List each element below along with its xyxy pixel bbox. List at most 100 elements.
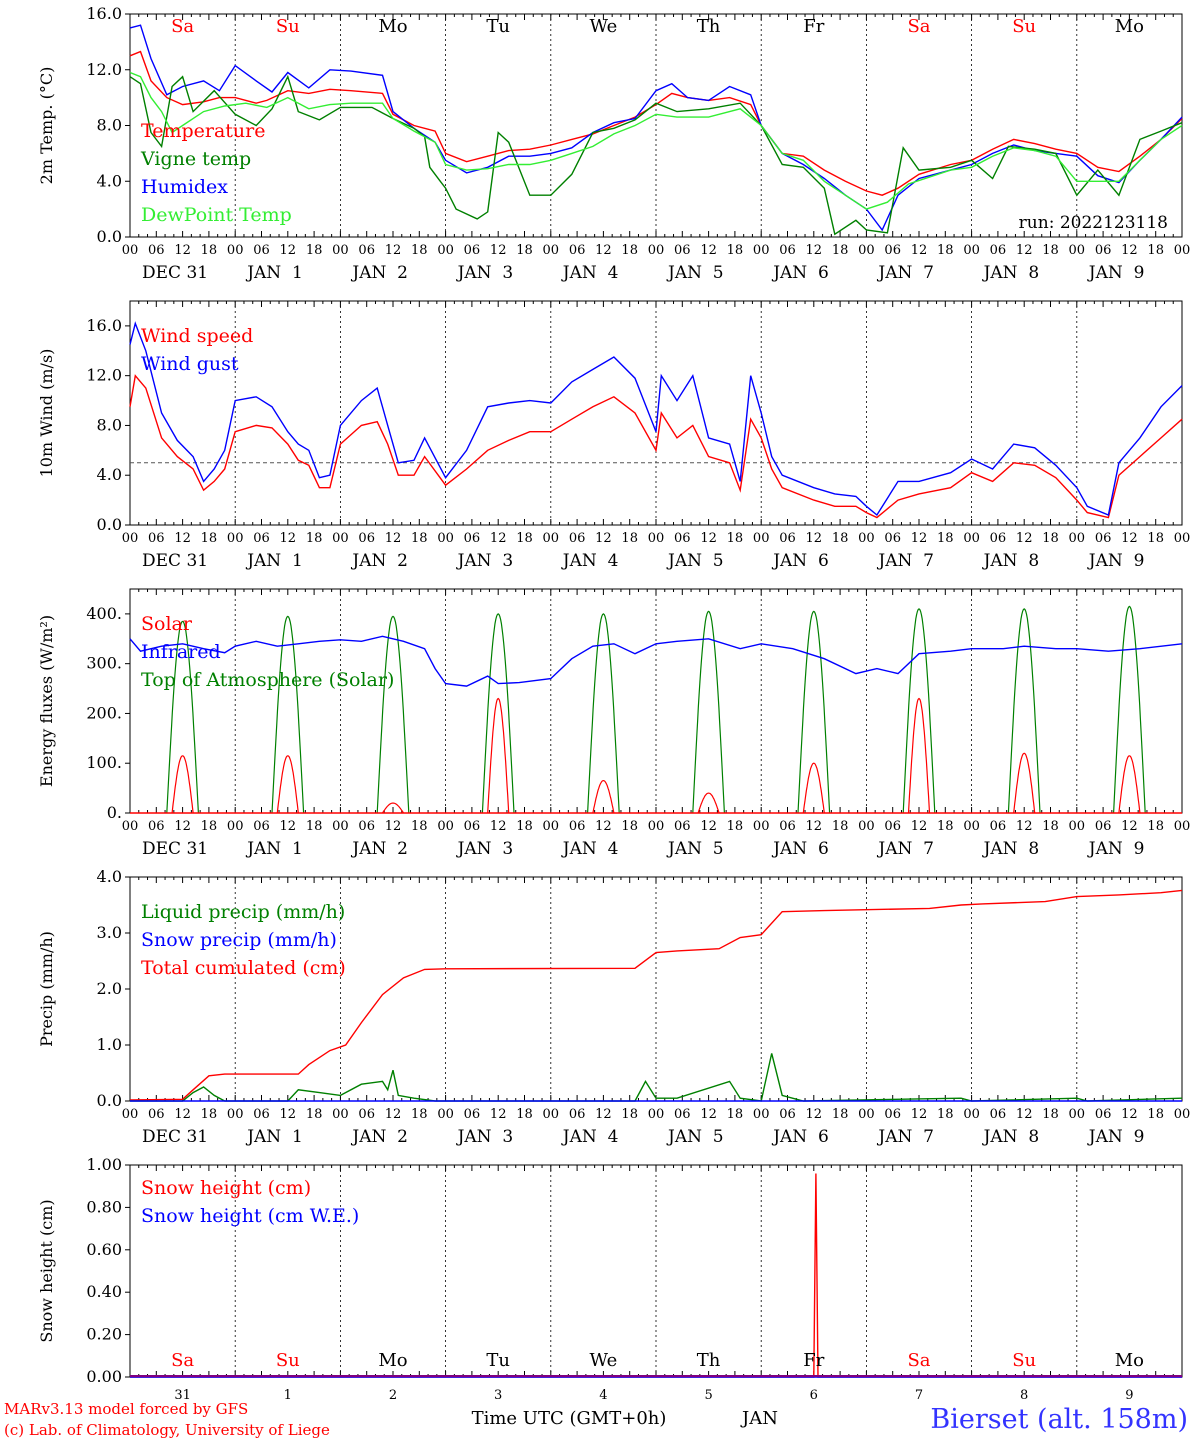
date-label: JAN 2 xyxy=(350,263,408,283)
hour-tick-label: 00 xyxy=(332,531,349,546)
y-tick-label: 0.40 xyxy=(86,1282,122,1301)
hour-tick-label: 06 xyxy=(990,819,1007,834)
hour-tick-label: 00 xyxy=(332,243,349,258)
date-label: JAN 2 xyxy=(350,551,408,571)
hour-tick-label: 06 xyxy=(990,1107,1007,1122)
hour-tick-label: 00 xyxy=(1174,531,1191,546)
hour-tick-label: 06 xyxy=(253,243,270,258)
weekday-label: Th xyxy=(697,16,721,37)
hour-tick-label: 18 xyxy=(621,531,638,546)
panel-2: 00 06 12 18 00 06 12 18 00 06 12 18 00 06 12 18 00 06 12 18… xyxy=(37,300,1191,571)
hour-tick-label: 06 xyxy=(253,531,270,546)
hour-tick-label: 18 xyxy=(832,1107,849,1122)
hour-tick-label: 00 xyxy=(753,819,770,834)
y-tick-label: 16.0 xyxy=(86,316,122,335)
hour-tick-label: 00 xyxy=(1174,819,1191,834)
hour-tick-label: 12 xyxy=(280,1107,297,1122)
series-line-blue xyxy=(129,635,1183,687)
hour-tick-label: 06 xyxy=(884,531,901,546)
date-label: JAN 7 xyxy=(876,263,934,283)
hour-tick-label: 06 xyxy=(990,243,1007,258)
hour-tick-label: 06 xyxy=(464,1107,481,1122)
date-label: JAN 1 xyxy=(245,839,303,859)
date-label: JAN 3 xyxy=(456,839,514,859)
hour-tick-label: 06 xyxy=(358,531,375,546)
hour-tick-label: 00 xyxy=(543,243,560,258)
hour-tick-label: 06 xyxy=(253,819,270,834)
hour-tick-label: 18 xyxy=(937,243,954,258)
hour-tick-label: 18 xyxy=(832,531,849,546)
x-axis-label: Time UTC (GMT+0h) xyxy=(472,1408,667,1429)
hour-tick-label: 06 xyxy=(569,819,586,834)
hour-tick-label: 12 xyxy=(174,531,191,546)
hour-tick-label: 18 xyxy=(1042,819,1059,834)
hour-tick-label: 12 xyxy=(385,243,402,258)
hour-tick-label: 06 xyxy=(1095,1107,1112,1122)
day-number-label: 1 xyxy=(284,1388,292,1403)
date-label: JAN 5 xyxy=(666,551,724,571)
y-tick-label: 2.0 xyxy=(97,979,122,998)
hour-tick-label: 00 xyxy=(648,531,665,546)
hour-tick-label: 18 xyxy=(621,1107,638,1122)
model-credit: MARv3.13 model forced by GFS xyxy=(4,1400,248,1418)
hour-tick-label: 18 xyxy=(516,819,533,834)
hour-tick-label: 00 xyxy=(858,819,875,834)
date-label: JAN 6 xyxy=(771,839,829,859)
hour-tick-label: 00 xyxy=(753,531,770,546)
series-line-red xyxy=(129,889,1183,1101)
hour-tick-label: 06 xyxy=(253,1107,270,1122)
hour-tick-label: 12 xyxy=(490,819,507,834)
hour-tick-label: 12 xyxy=(1016,1107,1033,1122)
date-label: JAN 5 xyxy=(666,839,724,859)
hour-tick-label: 18 xyxy=(411,1107,428,1122)
hour-tick-label: 06 xyxy=(148,531,165,546)
y-tick-label: 0.60 xyxy=(86,1240,122,1259)
hour-tick-label: 06 xyxy=(148,243,165,258)
hour-tick-label: 00 xyxy=(437,819,454,834)
hour-tick-label: 12 xyxy=(806,819,823,834)
hour-tick-label: 06 xyxy=(464,531,481,546)
hour-tick-label: 00 xyxy=(437,531,454,546)
hour-tick-label: 00 xyxy=(858,243,875,258)
hour-tick-label: 00 xyxy=(122,1107,139,1122)
date-label: JAN 2 xyxy=(350,1127,408,1147)
hour-tick-label: 00 xyxy=(1069,243,1086,258)
legend-entry: Snow height (cm W.E.) xyxy=(141,1205,359,1227)
date-label: JAN 1 xyxy=(245,551,303,571)
hour-tick-label: 00 xyxy=(332,1107,349,1122)
hour-tick-label: 06 xyxy=(569,1107,586,1122)
y-axis-label: 10m Wind (m/s) xyxy=(37,349,56,478)
hour-tick-label: 12 xyxy=(911,1107,928,1122)
weekday-label: Fr xyxy=(803,1350,824,1371)
hour-tick-label: 12 xyxy=(911,531,928,546)
y-tick-label: 400. xyxy=(86,604,122,623)
hour-tick-label: 12 xyxy=(280,531,297,546)
weekday-label: Sa xyxy=(171,16,194,37)
hour-tick-label: 12 xyxy=(1121,1107,1138,1122)
weekday-label: Tu xyxy=(486,16,510,37)
weekday-label: Su xyxy=(1012,1350,1036,1371)
hour-tick-label: 12 xyxy=(700,819,717,834)
weekday-label: Su xyxy=(276,16,300,37)
hour-tick-label: 06 xyxy=(148,819,165,834)
day-number-label: 2 xyxy=(389,1388,397,1403)
day-number-label: 5 xyxy=(704,1388,712,1403)
y-tick-label: 0.00 xyxy=(86,1367,122,1386)
y-tick-label: 16.0 xyxy=(86,4,122,23)
date-label: JAN 9 xyxy=(1087,839,1145,859)
hour-tick-label: 00 xyxy=(227,1107,244,1122)
series-line-red xyxy=(129,50,1183,196)
hour-tick-label: 18 xyxy=(306,243,323,258)
date-label: JAN 9 xyxy=(1087,1127,1145,1147)
y-tick-label: 0.0 xyxy=(97,515,122,534)
legend-entry: Snow height (cm) xyxy=(141,1177,311,1199)
legend-entry: DewPoint Temp xyxy=(141,204,292,226)
hour-tick-label: 06 xyxy=(674,243,691,258)
hour-tick-label: 00 xyxy=(1174,1107,1191,1122)
legend-entry: Humidex xyxy=(141,176,228,198)
day-number-label: 31 xyxy=(174,1388,191,1403)
weekday-label: Mo xyxy=(378,1350,407,1371)
hour-tick-label: 18 xyxy=(516,243,533,258)
weekday-label: We xyxy=(590,16,618,37)
